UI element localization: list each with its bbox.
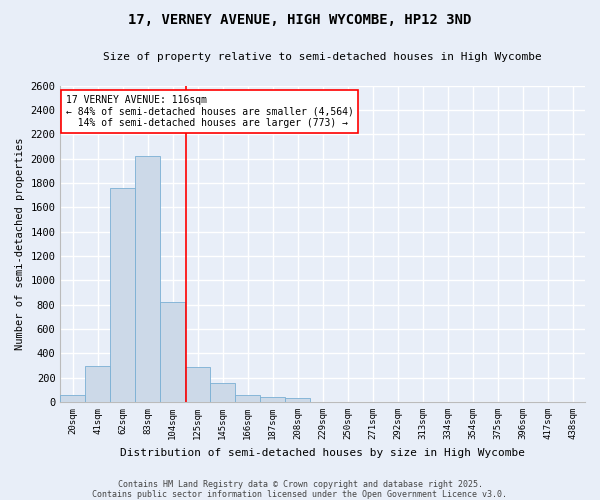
Bar — [235, 396, 260, 402]
Bar — [260, 396, 285, 402]
Bar — [285, 398, 310, 402]
Bar — [61, 395, 85, 402]
Title: Size of property relative to semi-detached houses in High Wycombe: Size of property relative to semi-detach… — [103, 52, 542, 62]
Y-axis label: Number of semi-detached properties: Number of semi-detached properties — [15, 138, 25, 350]
Bar — [210, 383, 235, 402]
Text: 17, VERNEY AVENUE, HIGH WYCOMBE, HP12 3ND: 17, VERNEY AVENUE, HIGH WYCOMBE, HP12 3N… — [128, 12, 472, 26]
Bar — [136, 156, 160, 402]
Text: 17 VERNEY AVENUE: 116sqm
← 84% of semi-detached houses are smaller (4,564)
  14%: 17 VERNEY AVENUE: 116sqm ← 84% of semi-d… — [65, 95, 353, 128]
Bar — [110, 188, 136, 402]
Bar — [160, 302, 185, 402]
X-axis label: Distribution of semi-detached houses by size in High Wycombe: Distribution of semi-detached houses by … — [120, 448, 525, 458]
Bar — [85, 366, 110, 402]
Bar — [185, 366, 210, 402]
Text: Contains HM Land Registry data © Crown copyright and database right 2025.
Contai: Contains HM Land Registry data © Crown c… — [92, 480, 508, 499]
